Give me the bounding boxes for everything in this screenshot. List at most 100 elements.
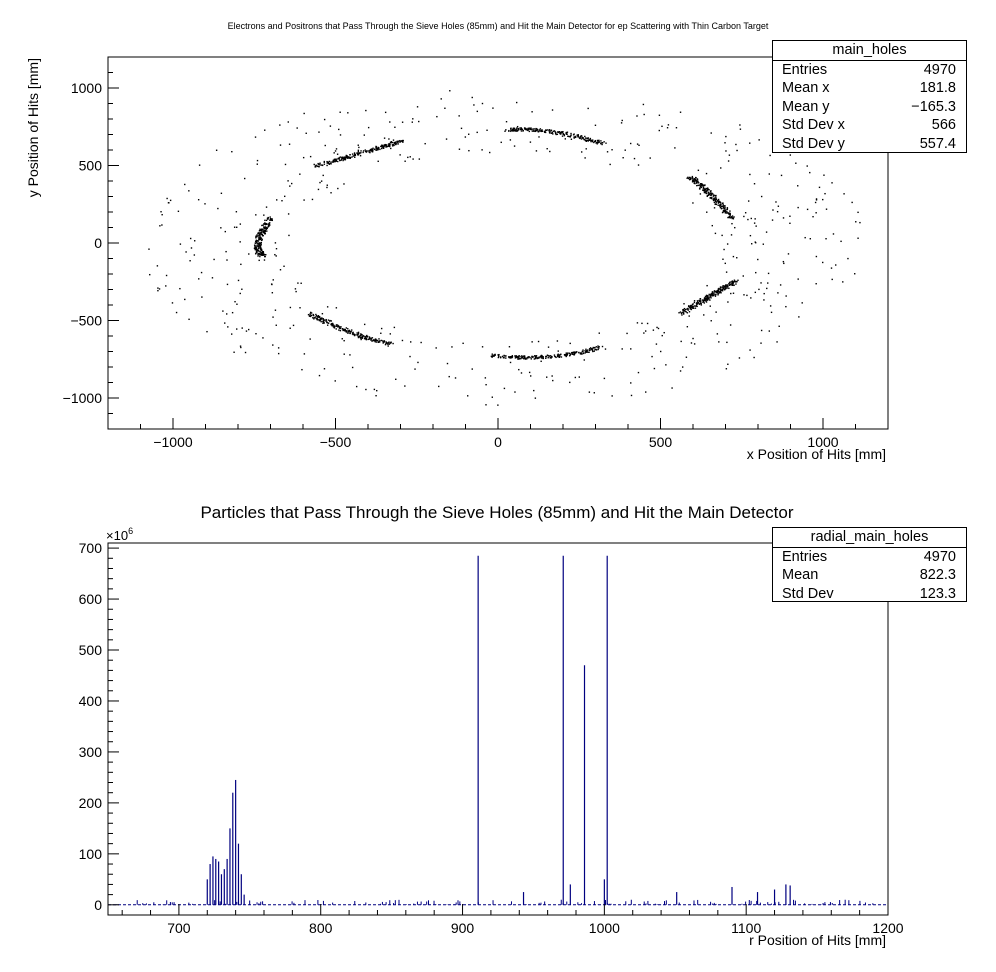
scatter-point bbox=[319, 164, 321, 166]
scatter-point bbox=[239, 241, 241, 243]
histogram-frame bbox=[107, 542, 889, 916]
scatter-point bbox=[353, 333, 356, 336]
scatter-point bbox=[691, 175, 694, 178]
scatter-point bbox=[825, 238, 827, 240]
scatter-point bbox=[598, 347, 600, 349]
scatter-point bbox=[769, 154, 771, 157]
scatter-point bbox=[493, 354, 495, 356]
scatter-point bbox=[692, 307, 694, 309]
scatter-point bbox=[547, 356, 549, 359]
scatter-point bbox=[742, 275, 744, 277]
scatter-point bbox=[736, 257, 738, 259]
scatter-point bbox=[335, 328, 337, 330]
scatter-point bbox=[409, 355, 411, 358]
scatter-point bbox=[719, 201, 721, 203]
scatter-point bbox=[797, 206, 799, 209]
scatter-point bbox=[592, 348, 594, 350]
scatter-point bbox=[584, 157, 586, 159]
scatter-stat-label: Entries bbox=[782, 62, 828, 78]
scatter-point bbox=[236, 328, 238, 330]
scatter-point bbox=[558, 354, 560, 357]
scatter-point bbox=[561, 131, 563, 133]
histogram-stat-label: Entries bbox=[782, 549, 828, 565]
scatter-point bbox=[700, 304, 703, 306]
scatter-point bbox=[573, 137, 575, 139]
scatter-point bbox=[377, 341, 379, 344]
scatter-point bbox=[720, 204, 722, 206]
scatter-point bbox=[337, 160, 339, 163]
scatter-point bbox=[758, 139, 760, 141]
scatter-point bbox=[710, 295, 712, 297]
scatter-point bbox=[708, 189, 710, 191]
scatter-point bbox=[722, 286, 724, 289]
scatter-point bbox=[243, 177, 246, 180]
scatter-point bbox=[257, 232, 259, 234]
scatter-point bbox=[710, 194, 713, 196]
scatter-point bbox=[263, 229, 265, 232]
scatter-point bbox=[528, 130, 531, 133]
scatter-point bbox=[743, 294, 745, 296]
scatter-point bbox=[261, 235, 264, 237]
scatter-point bbox=[590, 140, 592, 143]
scatter-point bbox=[777, 292, 779, 294]
scatter-point bbox=[414, 368, 416, 370]
scatter-point bbox=[571, 351, 574, 354]
scatter-point bbox=[697, 181, 699, 183]
scatter-point bbox=[516, 356, 518, 359]
scatter-point bbox=[258, 244, 260, 247]
scatter-point bbox=[335, 324, 338, 326]
scatter-point bbox=[548, 355, 550, 357]
scatter-point bbox=[562, 133, 565, 135]
scatter-point bbox=[726, 286, 728, 288]
scatter-point bbox=[259, 242, 261, 244]
scatter-point bbox=[348, 332, 350, 334]
scatter-point bbox=[709, 299, 711, 301]
scatter-point bbox=[498, 353, 500, 356]
scatter-point bbox=[329, 162, 331, 165]
scatter-point bbox=[399, 141, 401, 143]
scatter-point bbox=[785, 305, 787, 308]
scatter-point bbox=[763, 292, 765, 295]
scatter-point bbox=[358, 151, 360, 154]
scatter-point bbox=[711, 291, 714, 293]
scatter-point bbox=[387, 342, 389, 344]
scatter-point bbox=[336, 324, 339, 326]
scatter-point bbox=[530, 128, 532, 131]
scatter-point bbox=[359, 333, 362, 335]
scatter-point bbox=[731, 284, 734, 286]
scatter-point bbox=[749, 234, 752, 237]
scatter-point bbox=[341, 338, 343, 340]
scatter-point bbox=[789, 222, 791, 225]
scatter-point bbox=[343, 339, 345, 342]
scatter-point bbox=[263, 259, 266, 261]
scatter-point bbox=[549, 150, 551, 153]
scatter-point bbox=[357, 333, 359, 336]
scatter-point bbox=[261, 254, 263, 256]
scatter-point bbox=[652, 329, 655, 331]
scatter-point bbox=[713, 197, 715, 200]
scatter-point bbox=[529, 127, 531, 130]
scatter-point bbox=[541, 355, 543, 358]
scatter-point bbox=[691, 179, 694, 181]
scatter-point bbox=[259, 237, 261, 239]
scatter-point bbox=[724, 142, 726, 144]
scatter-point bbox=[710, 297, 712, 299]
scatter-point bbox=[531, 130, 533, 132]
scatter-point bbox=[570, 134, 572, 136]
scatter-point bbox=[706, 296, 709, 298]
scatter-point bbox=[269, 224, 271, 226]
scatter-point bbox=[485, 404, 487, 406]
scatter-point bbox=[691, 303, 694, 306]
scatter-point bbox=[458, 115, 460, 117]
scatter-point bbox=[492, 107, 494, 109]
scatter-point bbox=[692, 306, 694, 308]
scatter-point bbox=[381, 146, 383, 148]
scatter-point bbox=[373, 388, 376, 391]
scatter-stat-label: Std Dev y bbox=[782, 135, 845, 152]
scatter-point bbox=[767, 282, 769, 284]
scatter-point bbox=[517, 129, 519, 131]
scatter-point bbox=[728, 215, 730, 218]
scatter-point bbox=[335, 307, 338, 309]
scatter-point bbox=[258, 236, 260, 239]
scatter-point bbox=[546, 147, 548, 150]
